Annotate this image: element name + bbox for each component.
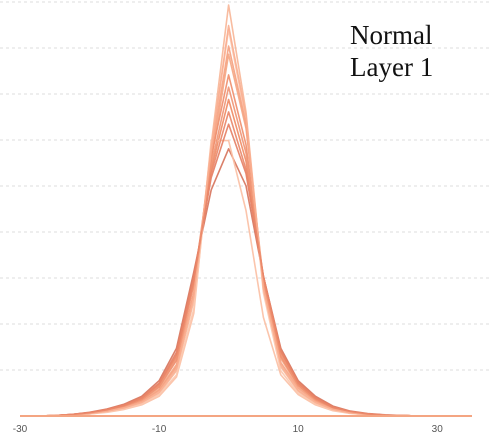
x-tick-label: -30 [13,424,28,434]
series-line-4 [20,148,472,417]
x-tick-label: 30 [432,424,444,434]
series-line-11 [20,24,472,417]
x-tick-label: 10 [293,424,305,434]
x-tick-labels: -30 -10 10 30 [13,424,443,434]
series-line-8 [20,28,472,417]
x-tick-label: -10 [152,424,167,434]
chart-title: Normal [350,20,432,50]
chart-subtitle: Layer 1 [350,52,433,82]
series-line-9 [20,45,472,417]
series-line-10 [20,86,472,417]
gridlines [0,1,492,371]
